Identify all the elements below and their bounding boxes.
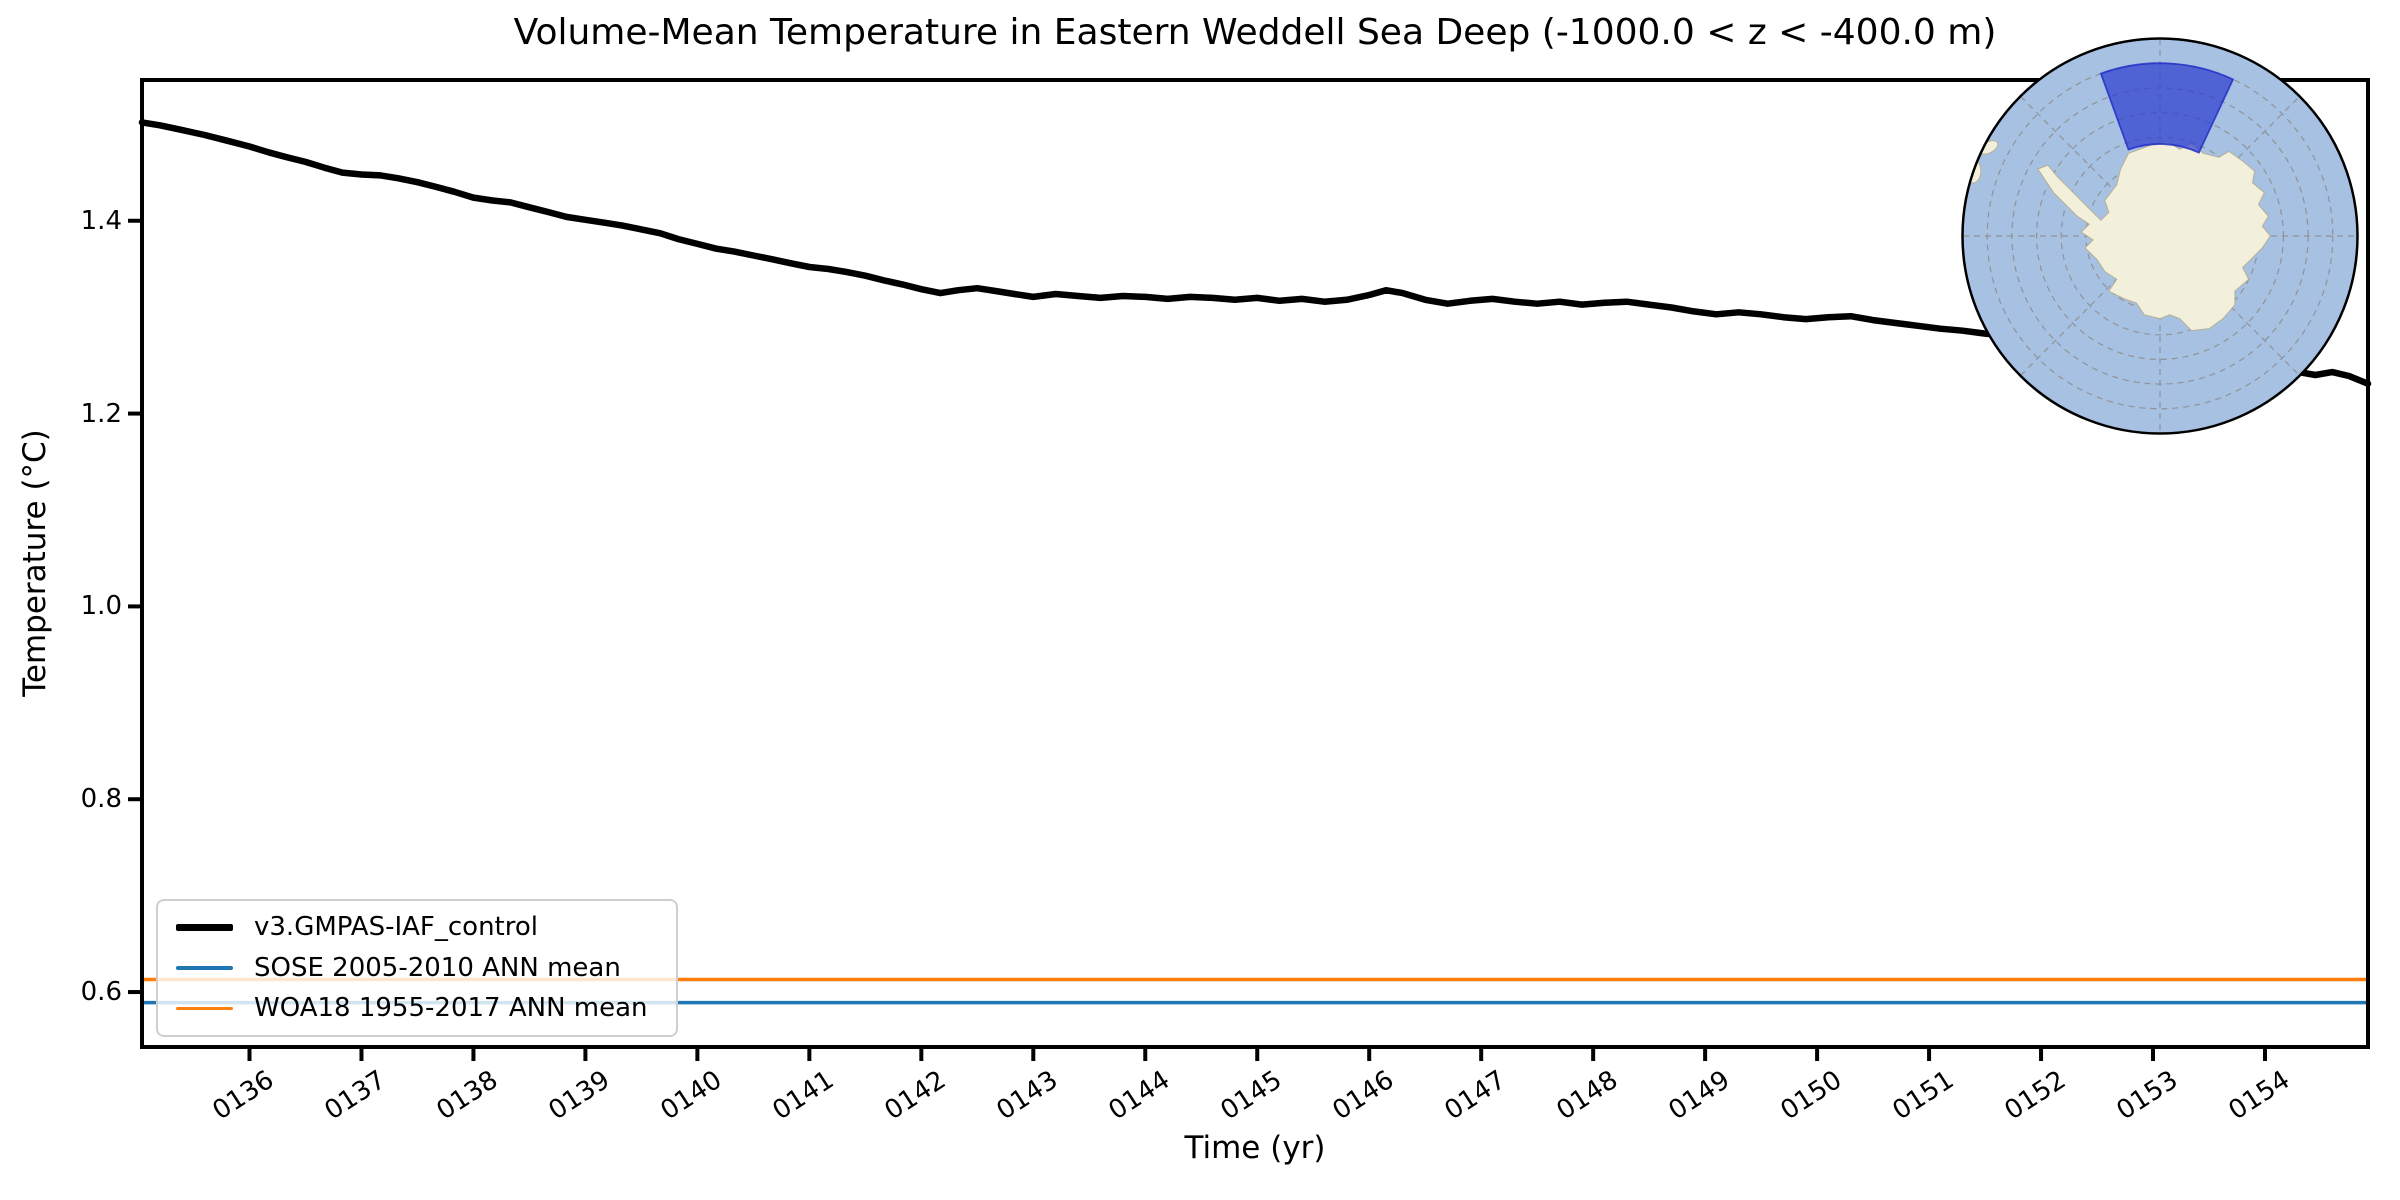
legend-swatch-line: [176, 966, 233, 970]
y-tick-label: 1.2: [80, 398, 122, 429]
legend-item: v3.GMPAS-IAF_control: [176, 912, 658, 943]
region-highlight-wedge: [2099, 62, 2235, 154]
y-tick-label: 1.4: [80, 205, 122, 236]
legend-item: WOA18 1955-2017 ANN mean: [176, 993, 658, 1024]
plot-border: [140, 78, 2370, 1049]
legend-label: v3.GMPAS-IAF_control: [254, 912, 538, 943]
legend-label: WOA18 1955-2017 ANN mean: [254, 992, 648, 1023]
antarctica-landmass: [2037, 140, 2271, 332]
legend-swatch-line: [176, 924, 233, 932]
y-tick-label: 1.0: [80, 591, 122, 622]
map-border: [1961, 37, 2359, 435]
y-tick-label: 0.8: [80, 784, 122, 815]
legend-label: SOSE 2005-2010 ANN mean: [254, 952, 621, 983]
x-axis-label: Time (yr): [1184, 1130, 1326, 1166]
legend-swatch-line: [176, 1006, 233, 1010]
inset-map: [1961, 37, 2359, 435]
y-tick-label: 0.6: [80, 977, 122, 1008]
chart-title: Volume-Mean Temperature in Eastern Wedde…: [513, 12, 1997, 53]
legend-item: SOSE 2005-2010 ANN mean: [176, 953, 658, 984]
temperature-curve: [138, 119, 2372, 387]
legend: v3.GMPAS-IAF_control SOSE 2005-2010 ANN …: [156, 899, 678, 1037]
